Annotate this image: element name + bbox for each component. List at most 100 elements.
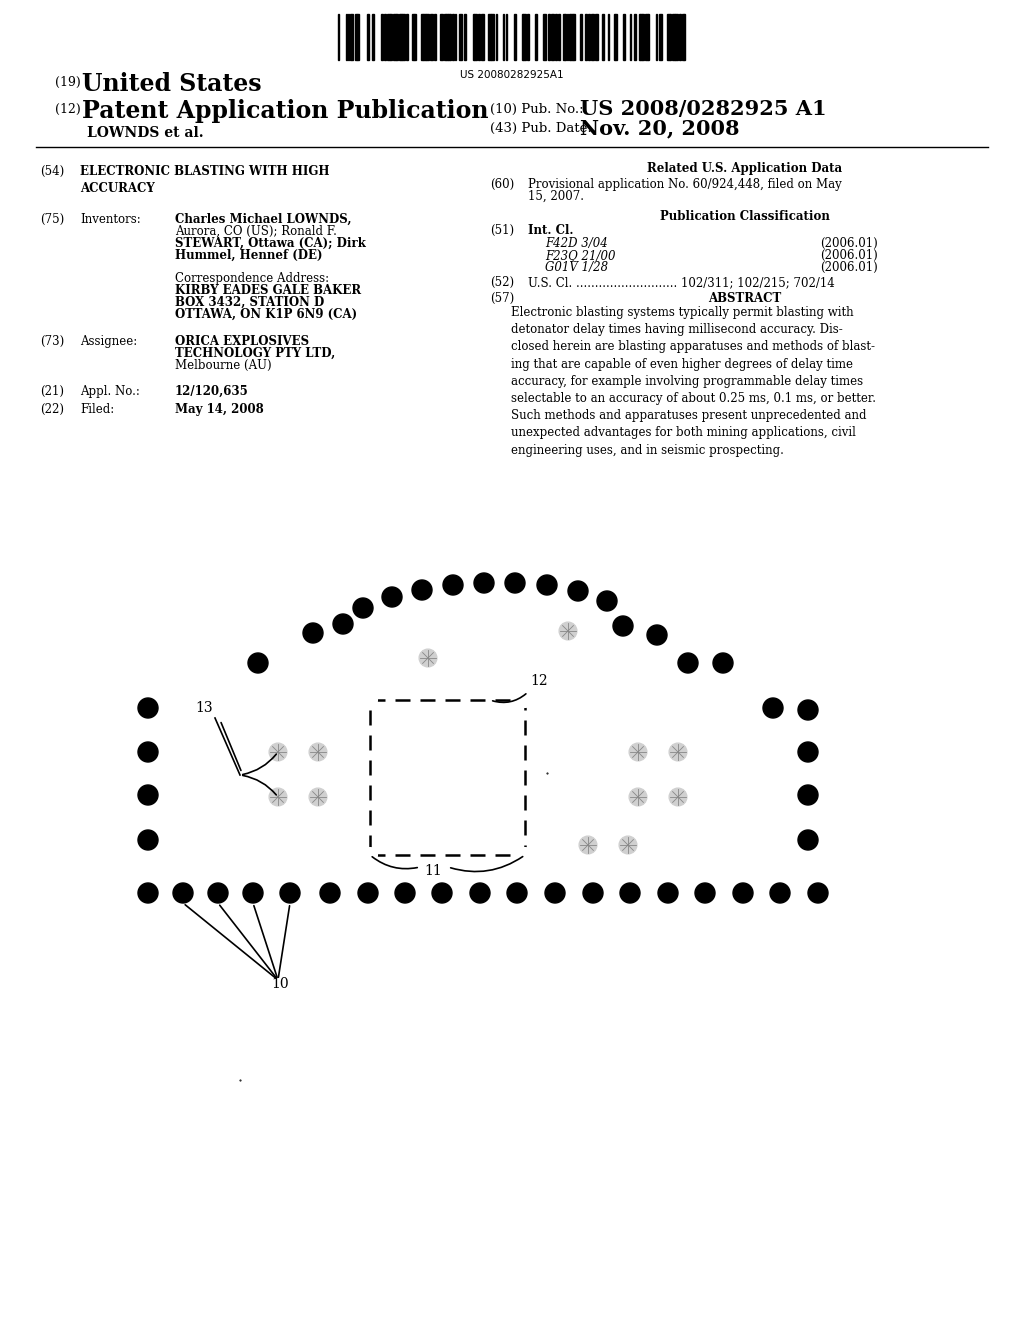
Circle shape <box>208 883 228 903</box>
Bar <box>580 15 582 59</box>
Circle shape <box>382 587 402 607</box>
Bar <box>393 15 396 59</box>
Text: LOWNDS et al.: LOWNDS et al. <box>87 125 204 140</box>
Bar <box>640 15 642 59</box>
Text: Publication Classification: Publication Classification <box>660 210 829 223</box>
FancyArrowPatch shape <box>493 694 526 702</box>
Bar <box>464 15 466 59</box>
Circle shape <box>358 883 378 903</box>
Bar <box>602 15 604 59</box>
Bar <box>406 15 408 59</box>
Text: Appl. No.:: Appl. No.: <box>80 385 140 399</box>
Bar <box>591 15 594 59</box>
Bar <box>481 15 484 59</box>
Bar <box>642 15 644 59</box>
FancyArrowPatch shape <box>185 904 275 978</box>
Bar <box>563 15 565 59</box>
Text: 12: 12 <box>530 675 548 688</box>
Bar <box>390 15 392 59</box>
Text: (12): (12) <box>55 103 81 116</box>
Circle shape <box>505 573 525 593</box>
Text: (21): (21) <box>40 385 63 399</box>
Bar <box>387 15 390 59</box>
Circle shape <box>353 598 373 618</box>
Text: 15, 2007.: 15, 2007. <box>528 190 584 203</box>
Bar <box>370 700 525 855</box>
Text: Int. Cl.: Int. Cl. <box>528 224 573 238</box>
Circle shape <box>798 830 818 850</box>
Text: Melbourne (AU): Melbourne (AU) <box>175 359 271 372</box>
Circle shape <box>597 591 617 611</box>
Bar <box>412 15 414 59</box>
Bar <box>434 15 436 59</box>
Circle shape <box>537 576 557 595</box>
Circle shape <box>669 788 687 807</box>
Circle shape <box>138 830 158 850</box>
Circle shape <box>248 653 268 673</box>
Circle shape <box>138 883 158 903</box>
Text: (57): (57) <box>490 292 514 305</box>
Text: ELECTRONIC BLASTING WITH HIGH
ACCURACY: ELECTRONIC BLASTING WITH HIGH ACCURACY <box>80 165 330 195</box>
Bar <box>558 15 560 59</box>
Circle shape <box>443 576 463 595</box>
Circle shape <box>243 883 263 903</box>
Text: KIRBY EADES GALE BAKER: KIRBY EADES GALE BAKER <box>175 284 361 297</box>
Bar <box>659 15 662 59</box>
Bar <box>514 15 516 59</box>
FancyArrowPatch shape <box>254 906 278 977</box>
Bar <box>490 15 494 59</box>
FancyArrowPatch shape <box>279 906 290 977</box>
Text: (2006.01): (2006.01) <box>820 261 878 275</box>
Circle shape <box>518 847 532 862</box>
Bar <box>446 15 449 59</box>
Circle shape <box>695 883 715 903</box>
Bar <box>357 15 359 59</box>
Text: G01V 1/28: G01V 1/28 <box>545 261 608 275</box>
Bar <box>672 15 675 59</box>
Circle shape <box>669 743 687 762</box>
Text: (51): (51) <box>490 224 514 238</box>
Bar <box>372 15 374 59</box>
Circle shape <box>770 883 790 903</box>
Text: 13: 13 <box>195 701 213 715</box>
Bar <box>350 15 353 59</box>
Circle shape <box>618 836 637 854</box>
Circle shape <box>362 693 377 708</box>
Circle shape <box>583 883 603 903</box>
Text: U.S. Cl. ........................... 102/311; 102/215; 702/14: U.S. Cl. ........................... 102… <box>528 276 835 289</box>
Circle shape <box>138 785 158 805</box>
Bar <box>478 15 480 59</box>
Bar <box>667 15 670 59</box>
Bar <box>449 15 450 59</box>
Circle shape <box>138 742 158 762</box>
Circle shape <box>456 777 474 796</box>
Bar <box>423 15 426 59</box>
Bar <box>585 15 587 59</box>
Bar <box>452 15 454 59</box>
Circle shape <box>419 777 437 796</box>
Circle shape <box>713 653 733 673</box>
Text: F23Q 21/00: F23Q 21/00 <box>545 249 615 261</box>
Circle shape <box>333 614 353 634</box>
Circle shape <box>456 704 474 721</box>
Bar <box>474 15 477 59</box>
Circle shape <box>733 883 753 903</box>
Bar <box>634 15 636 59</box>
Circle shape <box>474 573 494 593</box>
Text: Filed:: Filed: <box>80 403 115 416</box>
Bar <box>573 15 575 59</box>
Text: (19): (19) <box>55 77 81 88</box>
Bar <box>523 15 526 59</box>
Text: ORICA EXPLOSIVES: ORICA EXPLOSIVES <box>175 335 309 348</box>
Text: STEWART, Ottawa (CA); Dirk: STEWART, Ottawa (CA); Dirk <box>175 238 366 249</box>
Text: Nov. 20, 2008: Nov. 20, 2008 <box>580 117 739 139</box>
Circle shape <box>507 883 527 903</box>
Circle shape <box>280 883 300 903</box>
Text: United States: United States <box>82 73 261 96</box>
Circle shape <box>173 883 193 903</box>
Bar <box>426 15 429 59</box>
Text: 11: 11 <box>424 865 442 878</box>
Bar <box>555 15 557 59</box>
Circle shape <box>419 704 437 721</box>
Bar <box>588 15 590 59</box>
